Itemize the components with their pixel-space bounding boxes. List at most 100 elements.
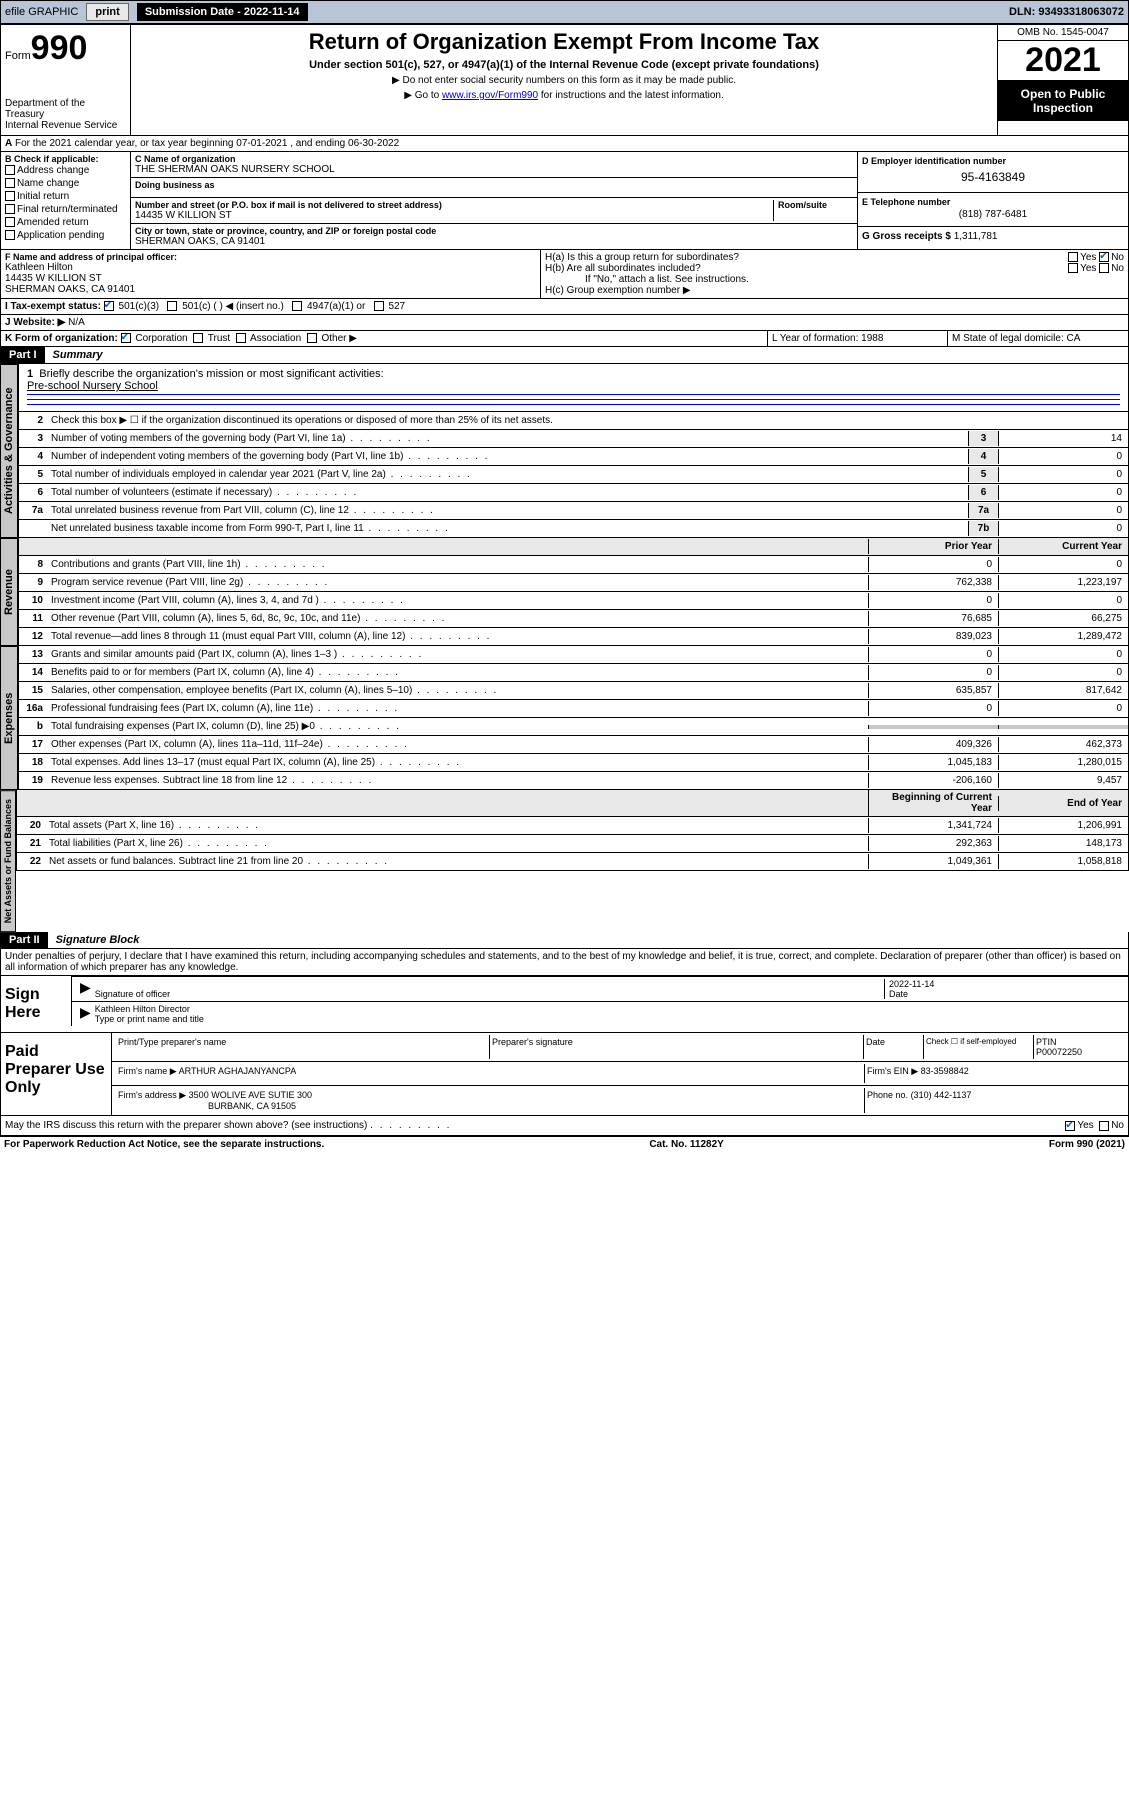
officer-addr1: 14435 W KILLION ST xyxy=(5,273,536,284)
footer-form: Form 990 (2021) xyxy=(1049,1139,1125,1150)
ein-value: 95-4163849 xyxy=(862,166,1124,188)
summary-governance: Activities & Governance 1 Briefly descri… xyxy=(0,364,1129,538)
paid-preparer-block: Paid Preparer Use Only Print/Type prepar… xyxy=(0,1033,1129,1116)
summary-revenue: Revenue Prior Year Current Year 8Contrib… xyxy=(0,538,1129,646)
phone-value: (818) 787-6481 xyxy=(862,207,1124,222)
check-assoc[interactable] xyxy=(236,333,246,343)
check-app-pending[interactable]: Application pending xyxy=(5,229,126,242)
footer-cat: Cat. No. 11282Y xyxy=(649,1139,723,1150)
irs-link[interactable]: www.irs.gov/Form990 xyxy=(442,90,538,101)
check-501c[interactable] xyxy=(167,301,177,311)
firm-addr2: BURBANK, CA 91505 xyxy=(118,1101,296,1111)
firm-addr-label: Firm's address ▶ xyxy=(118,1090,186,1100)
summary-row: 20Total assets (Part X, line 16)1,341,72… xyxy=(16,817,1129,835)
print-button[interactable]: print xyxy=(86,3,128,21)
prep-name-label: Print/Type preparer's name xyxy=(116,1035,490,1059)
summary-row: 14Benefits paid to or for members (Part … xyxy=(18,664,1129,682)
mission-label: Briefly describe the organization's miss… xyxy=(39,368,383,380)
check-final-return[interactable]: Final return/terminated xyxy=(5,203,126,216)
irs-discuss-row: May the IRS discuss this return with the… xyxy=(0,1116,1129,1136)
summary-netassets: Net Assets or Fund Balances Beginning of… xyxy=(0,790,1129,932)
discuss-answer: Yes No xyxy=(1065,1120,1124,1131)
sign-here-block: Sign Here ▶ Signature of officer 2022-11… xyxy=(0,976,1129,1033)
org-name-label: C Name of organization xyxy=(135,154,853,164)
note-link: ▶ Go to www.irs.gov/Form990 for instruct… xyxy=(135,90,993,101)
firm-addr1: 3500 WOLIVE AVE SUTIE 300 xyxy=(189,1090,312,1100)
check-other[interactable] xyxy=(307,333,317,343)
section-j: J Website: ▶ N/A xyxy=(0,315,1129,331)
check-initial-return[interactable]: Initial return xyxy=(5,190,126,203)
sig-officer-label: Signature of officer xyxy=(95,989,170,999)
summary-row: 21Total liabilities (Part X, line 26)292… xyxy=(16,835,1129,853)
section-fh: F Name and address of principal officer:… xyxy=(0,250,1129,299)
sig-date-label: Date xyxy=(889,989,908,999)
efile-label: efile GRAPHIC xyxy=(5,6,78,18)
summary-row: 5Total number of individuals employed in… xyxy=(18,466,1129,484)
section-klm: K Form of organization: Corporation Trus… xyxy=(0,331,1129,347)
declaration-text: Under penalties of perjury, I declare th… xyxy=(0,949,1129,976)
check-corp[interactable] xyxy=(121,333,131,343)
sig-name-label: Type or print name and title xyxy=(95,1014,204,1024)
arrow-icon: ▶ xyxy=(76,1004,95,1024)
part1-tag: Part I xyxy=(1,347,45,363)
open-inspection: Open to Public Inspection xyxy=(998,81,1128,121)
firm-phone: (310) 442-1137 xyxy=(911,1090,972,1100)
summary-row: 11Other revenue (Part VIII, column (A), … xyxy=(18,610,1129,628)
firm-phone-label: Phone no. xyxy=(867,1090,908,1100)
gross-value: 1,311,781 xyxy=(954,231,998,242)
check-address-change[interactable]: Address change xyxy=(5,164,126,177)
officer-name: Kathleen Hilton xyxy=(5,262,536,273)
ptin-label: PTIN xyxy=(1036,1037,1057,1047)
omb-number: OMB No. 1545-0047 xyxy=(998,25,1128,41)
col-current-year: Current Year xyxy=(998,539,1128,554)
note-ssn: ▶ Do not enter social security numbers o… xyxy=(135,75,993,86)
summary-row: 18Total expenses. Add lines 13–17 (must … xyxy=(18,754,1129,772)
check-501c3[interactable] xyxy=(104,301,114,311)
summary-row: 13Grants and similar amounts paid (Part … xyxy=(18,646,1129,664)
dept-treasury: Department of the Treasury xyxy=(5,98,126,120)
summary-row: 17Other expenses (Part IX, column (A), l… xyxy=(18,736,1129,754)
section-i: I Tax-exempt status: 501(c)(3) 501(c) ( … xyxy=(0,299,1129,315)
hb-answer: Yes No xyxy=(1068,263,1124,274)
submission-date: Submission Date - 2022-11-14 xyxy=(137,3,308,21)
check-4947[interactable] xyxy=(292,301,302,311)
hc-label: H(c) Group exemption number ▶ xyxy=(545,285,1124,296)
check-name-change[interactable]: Name change xyxy=(5,177,126,190)
part2-header: Part II Signature Block xyxy=(0,932,1129,949)
form-header: Form990 Department of the Treasury Inter… xyxy=(0,24,1129,136)
note-pre: ▶ Go to xyxy=(404,90,442,101)
ptin-value: P00072250 xyxy=(1036,1047,1082,1057)
ha-label: H(a) Is this a group return for subordin… xyxy=(545,252,739,263)
summary-row: 3Number of voting members of the governi… xyxy=(18,430,1129,448)
summary-row: 8Contributions and grants (Part VIII, li… xyxy=(18,556,1129,574)
irs-discuss-text: May the IRS discuss this return with the… xyxy=(5,1120,367,1131)
summary-row: 6Total number of volunteers (estimate if… xyxy=(18,484,1129,502)
city-label: City or town, state or province, country… xyxy=(135,226,853,236)
form-org-label: K Form of organization: xyxy=(5,333,118,344)
summary-row: 15Salaries, other compensation, employee… xyxy=(18,682,1129,700)
mission-text: Pre-school Nursery School xyxy=(27,380,1120,392)
firm-ein-label: Firm's EIN ▶ xyxy=(867,1066,918,1076)
vert-net: Net Assets or Fund Balances xyxy=(0,790,16,932)
col-end: End of Year xyxy=(998,796,1128,811)
col-prior-year: Prior Year xyxy=(868,539,998,554)
website-value: N/A xyxy=(68,317,85,328)
hb-label: H(b) Are all subordinates included? xyxy=(545,263,701,274)
section-bcd: B Check if applicable: Address change Na… xyxy=(0,152,1129,250)
check-amended[interactable]: Amended return xyxy=(5,216,126,229)
irs-label: Internal Revenue Service xyxy=(5,120,126,131)
tax-year-range: For the 2021 calendar year, or tax year … xyxy=(15,138,399,149)
website-label: J Website: ▶ xyxy=(5,317,65,328)
summary-row: bTotal fundraising expenses (Part IX, co… xyxy=(18,718,1129,736)
note-post: for instructions and the latest informat… xyxy=(538,90,724,101)
sig-date: 2022-11-14 xyxy=(889,979,934,989)
summary-row: 9Program service revenue (Part VIII, lin… xyxy=(18,574,1129,592)
firm-label: Firm's name ▶ xyxy=(118,1066,177,1076)
summary-row: 12Total revenue—add lines 8 through 11 (… xyxy=(18,628,1129,646)
part2-title: Signature Block xyxy=(48,932,148,948)
page-footer: For Paperwork Reduction Act Notice, see … xyxy=(0,1136,1129,1152)
state-domicile: M State of legal domicile: CA xyxy=(948,331,1128,346)
footer-left: For Paperwork Reduction Act Notice, see … xyxy=(4,1139,324,1150)
check-527[interactable] xyxy=(374,301,384,311)
check-trust[interactable] xyxy=(193,333,203,343)
